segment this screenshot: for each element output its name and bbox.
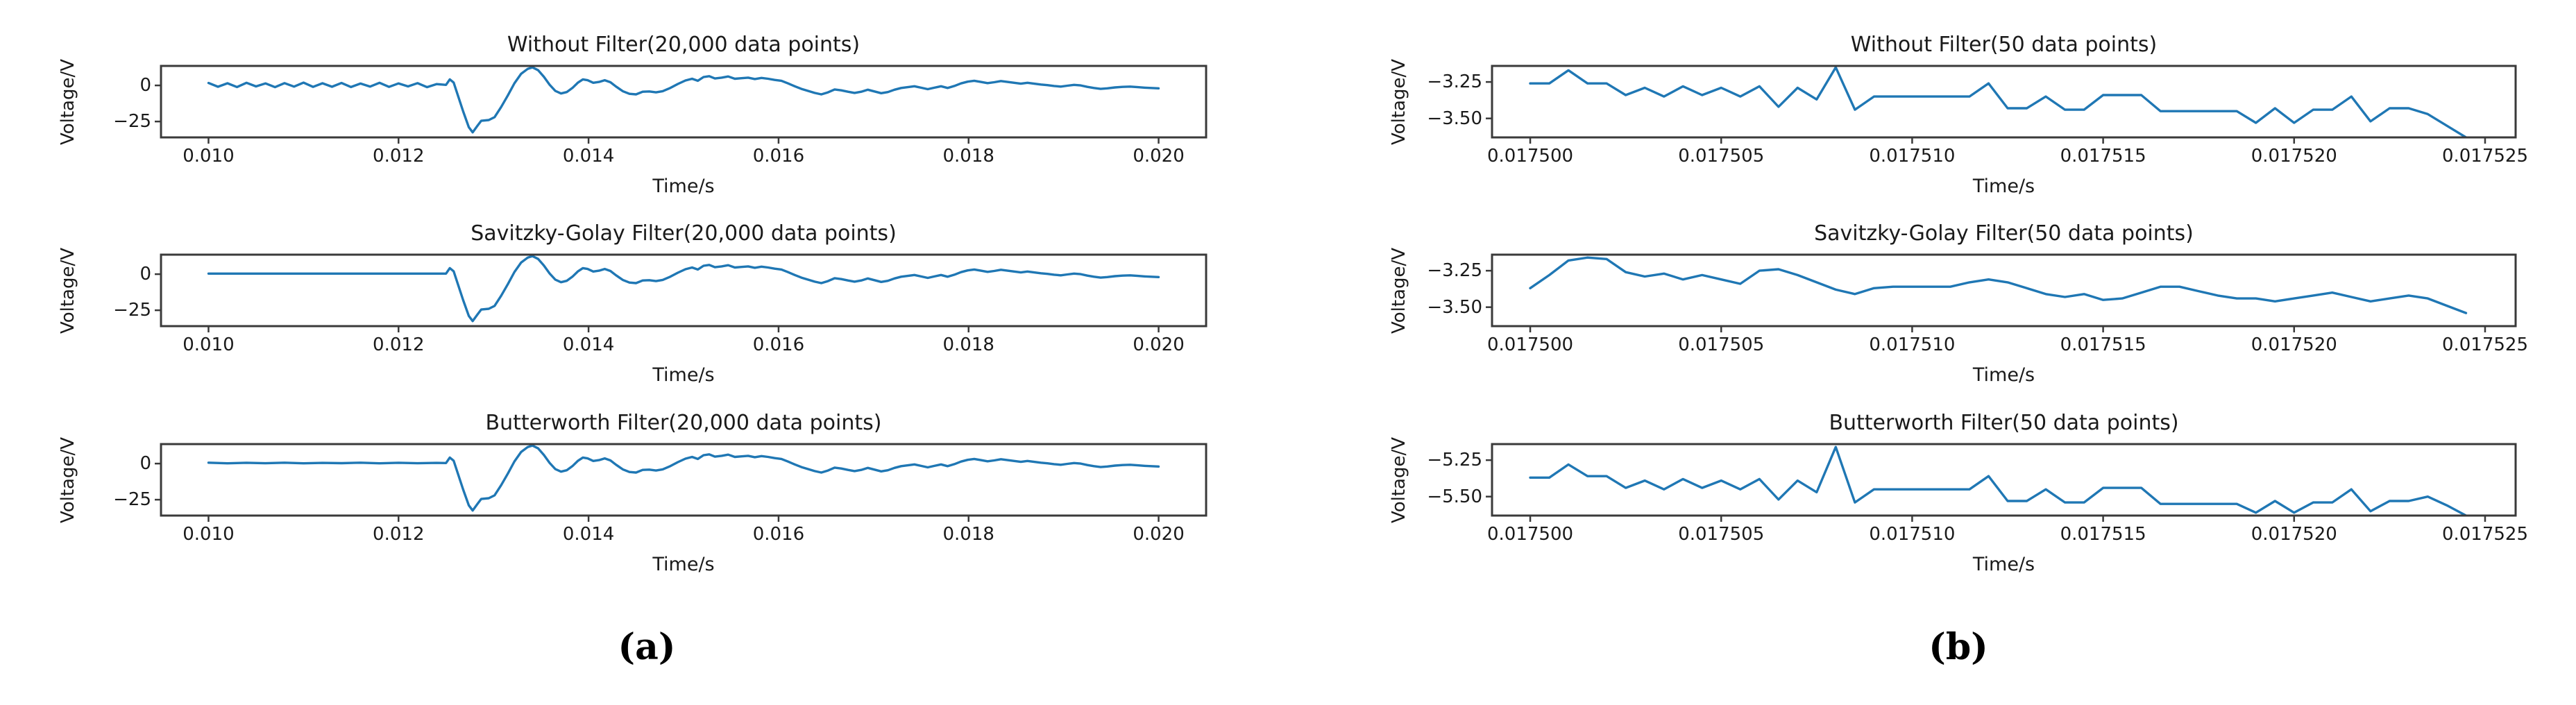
chart-title: Savitzky-Golay Filter(20,000 data points… xyxy=(471,221,897,246)
y-tick-label: −25 xyxy=(113,489,151,511)
x-tick-label: 0.020 xyxy=(1133,146,1185,167)
x-axis-label: Time/s xyxy=(652,554,715,575)
plot-area xyxy=(155,443,1208,522)
y-axis-label: Voltage/V xyxy=(58,247,78,334)
x-tick-label: 0.014 xyxy=(562,524,615,545)
x-tick-label: 0.017510 xyxy=(1869,146,1956,167)
x-axis-label: Time/s xyxy=(652,176,715,197)
y-tick-label: −25 xyxy=(113,111,151,133)
x-tick-label: 0.010 xyxy=(183,146,235,167)
x-tick-label: 0.014 xyxy=(562,334,615,355)
chart-butterworth-50: Butterworth Filter(50 data points) Volta… xyxy=(1389,411,2528,575)
x-tick-label: 0.017500 xyxy=(1487,334,1574,355)
x-tick-label: 0.020 xyxy=(1133,524,1185,545)
x-tick-label: 0.012 xyxy=(373,146,425,167)
x-tick-label: 0.017515 xyxy=(2060,334,2146,355)
y-tick-label: −25 xyxy=(113,300,151,321)
x-tick-label: 0.017520 xyxy=(2251,334,2337,355)
x-tick-label: 0.017505 xyxy=(1678,146,1765,167)
x-tick-label: 0.014 xyxy=(562,146,615,167)
chart-title: Without Filter(50 data points) xyxy=(1850,33,2158,57)
x-tick-label: 0.012 xyxy=(373,524,425,545)
x-tick-label: 0.017520 xyxy=(2251,524,2337,545)
x-tick-label: 0.017525 xyxy=(2441,334,2528,355)
y-tick-label: −3.50 xyxy=(1427,108,1482,129)
y-tick-label: −3.50 xyxy=(1427,296,1482,318)
x-tick-label: 0.017515 xyxy=(2060,146,2146,167)
x-tick-label: 0.016 xyxy=(752,146,805,167)
chart-savitzky-golay-50: Savitzky-Golay Filter(50 data points) Vo… xyxy=(1389,221,2528,386)
x-tick-label: 0.017510 xyxy=(1869,524,1956,545)
x-tick-label: 0.017525 xyxy=(2441,524,2528,545)
x-tick-label: 0.018 xyxy=(942,146,994,167)
y-tick-label: −5.25 xyxy=(1427,450,1482,471)
y-tick-label: −3.25 xyxy=(1427,71,1482,93)
x-axis-label: Time/s xyxy=(652,364,715,386)
plot-area xyxy=(155,253,1208,332)
y-tick-label: −3.25 xyxy=(1427,260,1482,282)
x-tick-label: 0.016 xyxy=(752,334,805,355)
chart-title: Butterworth Filter(50 data points) xyxy=(1829,411,2179,435)
x-tick-label: 0.016 xyxy=(752,524,805,545)
y-axis-label: Voltage/V xyxy=(58,436,78,523)
x-tick-label: 0.017505 xyxy=(1678,524,1765,545)
caption-a: (a) xyxy=(618,626,676,668)
x-tick-label: 0.017500 xyxy=(1487,524,1574,545)
chart-butterworth-20000: Butterworth Filter(20,000 data points) V… xyxy=(58,411,1208,575)
plot-area xyxy=(1486,65,2517,144)
caption-b: (b) xyxy=(1929,626,1988,668)
chart-title: Butterworth Filter(20,000 data points) xyxy=(485,411,882,435)
y-axis-label: Voltage/V xyxy=(1389,247,1409,334)
y-axis-label: Voltage/V xyxy=(1389,436,1409,523)
y-tick-label: 0 xyxy=(139,264,151,285)
x-tick-label: 0.017525 xyxy=(2441,146,2528,167)
plot-area xyxy=(155,65,1208,144)
x-axis-label: Time/s xyxy=(1972,554,2035,575)
x-tick-label: 0.017515 xyxy=(2060,524,2146,545)
y-axis-label: Voltage/V xyxy=(58,58,78,145)
chart-savitzky-golay-20000: Savitzky-Golay Filter(20,000 data points… xyxy=(58,221,1208,386)
y-tick-label: 0 xyxy=(139,453,151,475)
chart-title: Savitzky-Golay Filter(50 data points) xyxy=(1814,221,2194,246)
plot-area xyxy=(1486,443,2517,522)
y-tick-label: 0 xyxy=(139,75,151,96)
x-axis-label: Time/s xyxy=(1972,176,2035,197)
x-tick-label: 0.020 xyxy=(1133,334,1185,355)
plot-area xyxy=(1486,253,2517,332)
x-tick-label: 0.018 xyxy=(942,334,994,355)
x-tick-label: 0.017500 xyxy=(1487,146,1574,167)
x-tick-label: 0.012 xyxy=(373,334,425,355)
x-tick-label: 0.010 xyxy=(183,524,235,545)
chart-without-filter-50: Without Filter(50 data points) Voltage/V… xyxy=(1389,33,2528,197)
chart-without-filter-20000: Without Filter(20,000 data points) Volta… xyxy=(58,33,1208,197)
x-tick-label: 0.010 xyxy=(183,334,235,355)
x-tick-label: 0.018 xyxy=(942,524,994,545)
x-tick-label: 0.017520 xyxy=(2251,146,2337,167)
x-tick-label: 0.017510 xyxy=(1869,334,1956,355)
y-tick-label: −5.50 xyxy=(1427,486,1482,507)
y-axis-label: Voltage/V xyxy=(1389,58,1409,145)
x-axis-label: Time/s xyxy=(1972,364,2035,386)
x-tick-label: 0.017505 xyxy=(1678,334,1765,355)
chart-title: Without Filter(20,000 data points) xyxy=(507,33,861,57)
